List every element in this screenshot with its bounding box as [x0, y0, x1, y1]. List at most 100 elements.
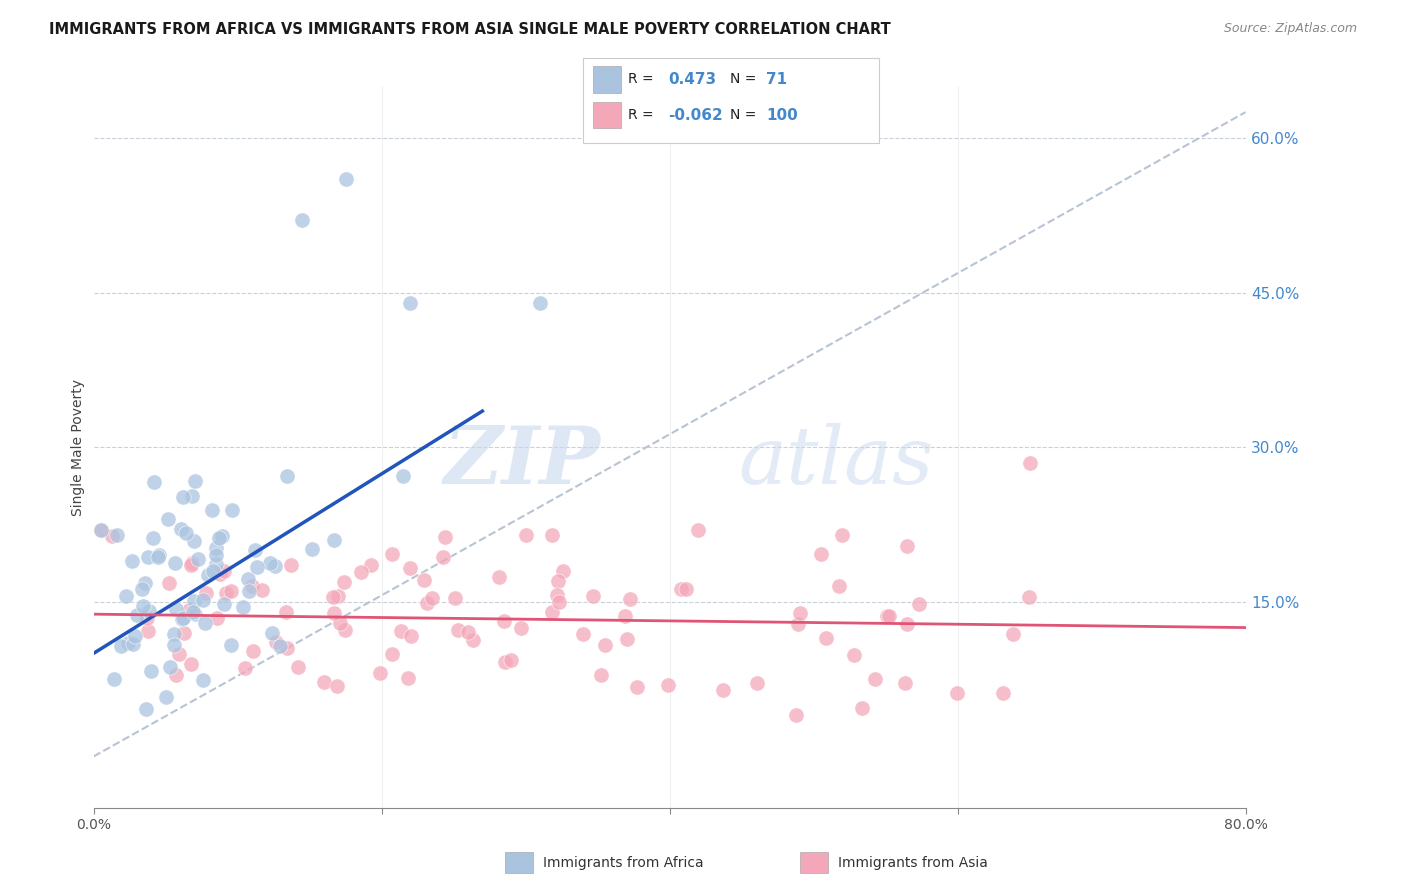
Text: atlas: atlas: [738, 423, 934, 500]
Point: [221, 503, 243, 517]
Point: [657, 678, 679, 692]
Point: [90, 523, 112, 537]
Point: [125, 608, 148, 623]
Point: [219, 638, 242, 652]
Point: [201, 502, 224, 516]
Point: [194, 616, 217, 631]
Point: [215, 586, 238, 600]
Point: [110, 639, 132, 653]
Point: [332, 575, 354, 590]
Point: [747, 676, 769, 690]
Text: N =: N =: [730, 108, 756, 122]
Point: [191, 673, 214, 687]
Point: [115, 589, 138, 603]
Point: [90, 523, 112, 537]
Point: [276, 468, 298, 483]
Point: [245, 543, 267, 558]
Point: [165, 601, 187, 615]
Point: [789, 606, 811, 620]
Point: [205, 611, 228, 625]
Point: [619, 591, 641, 606]
Point: [205, 548, 228, 562]
Point: [399, 561, 422, 575]
Point: [492, 614, 515, 628]
Point: [360, 558, 382, 572]
Point: [138, 603, 160, 617]
Y-axis label: Single Male Poverty: Single Male Poverty: [72, 379, 86, 516]
Point: [1002, 626, 1025, 640]
Point: [221, 584, 243, 599]
Point: [810, 547, 832, 561]
Point: [172, 491, 194, 505]
Point: [396, 671, 419, 685]
Point: [274, 606, 297, 620]
Point: [174, 526, 197, 541]
Point: [894, 676, 917, 690]
Point: [499, 653, 522, 667]
Point: [329, 616, 352, 631]
Point: [412, 573, 434, 587]
Point: [529, 296, 551, 310]
Point: [180, 558, 202, 572]
Point: [1018, 590, 1040, 604]
Point: [240, 579, 263, 593]
Point: [269, 640, 291, 654]
Point: [814, 632, 837, 646]
Point: [148, 548, 170, 562]
Point: [335, 172, 357, 186]
Text: 71: 71: [766, 72, 787, 87]
Point: [541, 606, 564, 620]
Point: [863, 673, 886, 687]
Point: [322, 591, 344, 605]
Point: [616, 632, 638, 646]
Point: [183, 594, 205, 608]
Point: [183, 534, 205, 549]
Point: [208, 567, 231, 582]
Point: [432, 549, 454, 564]
Point: [416, 596, 439, 610]
Point: [675, 582, 697, 596]
Point: [547, 595, 569, 609]
Point: [908, 597, 931, 611]
Point: [156, 512, 179, 526]
Point: [323, 606, 346, 620]
Point: [146, 549, 169, 564]
Point: [245, 560, 267, 574]
Point: [509, 620, 531, 634]
Point: [1018, 456, 1040, 470]
Point: [263, 558, 285, 573]
Point: [572, 626, 595, 640]
Point: [170, 522, 193, 536]
Point: [208, 532, 231, 546]
Point: [831, 528, 853, 542]
Point: [143, 475, 166, 490]
Point: [163, 638, 186, 652]
Point: [287, 660, 309, 674]
Point: [276, 640, 298, 655]
Point: [202, 564, 225, 578]
Point: [260, 625, 283, 640]
Text: N =: N =: [730, 72, 756, 87]
Point: [165, 667, 187, 681]
Point: [117, 636, 139, 650]
Point: [159, 659, 181, 673]
Point: [134, 576, 156, 591]
Text: R =: R =: [628, 72, 654, 87]
Point: [181, 489, 204, 503]
Point: [312, 675, 335, 690]
Point: [626, 680, 648, 694]
Point: [197, 568, 219, 582]
Point: [165, 556, 187, 570]
Point: [193, 592, 215, 607]
Point: [461, 632, 484, 647]
Point: [233, 660, 256, 674]
Point: [582, 589, 605, 603]
Point: [124, 629, 146, 643]
Point: [135, 701, 157, 715]
Text: 100: 100: [766, 108, 799, 122]
Point: [381, 648, 404, 662]
Point: [211, 529, 233, 543]
Point: [335, 624, 357, 638]
Point: [184, 475, 207, 489]
Point: [301, 542, 323, 557]
